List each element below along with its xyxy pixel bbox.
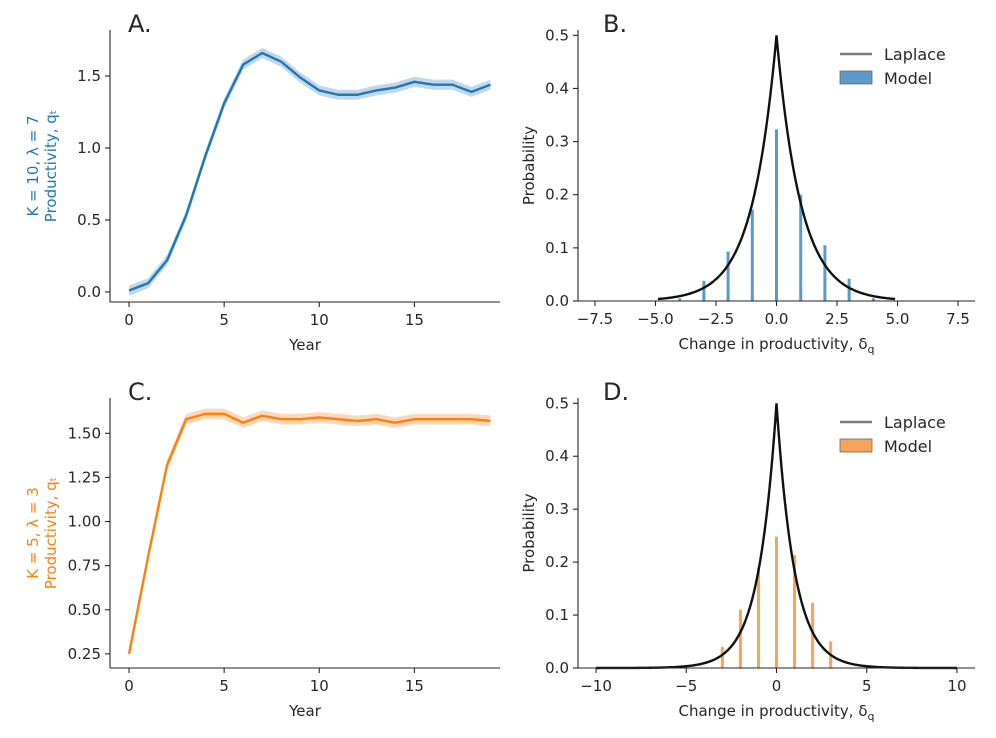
series-line <box>128 51 491 292</box>
panel-3: C. 0.25 0.50 0.75 1.00 1.25 1.50 0 5 10 15 Year K = … <box>24 378 500 720</box>
bar <box>811 602 815 668</box>
bar <box>847 278 851 301</box>
y-tick-label: 1.50 <box>68 424 101 442</box>
x-tick-label: 0 <box>124 311 134 329</box>
panel-2: B. 0.0 0.1 0.2 0.3 0.4 0.5 −7.5 −5.0 −2.5 0.0 2.5 5.… <box>520 10 975 356</box>
bar <box>756 567 760 668</box>
bar <box>793 555 797 668</box>
y-tick-label: 1.00 <box>68 513 101 531</box>
y-tick-label: 1.5 <box>77 67 101 85</box>
legend-model-swatch <box>839 70 873 85</box>
x-tick-label: 2.5 <box>825 310 849 328</box>
bar <box>702 280 706 301</box>
legend-laplace-label: Laplace <box>884 45 946 64</box>
y-tick-label: 0.5 <box>77 211 101 229</box>
x-tick-label: 0.0 <box>765 310 789 328</box>
laplace-curve <box>657 35 896 301</box>
x-tick-label: −5 <box>675 677 697 695</box>
y-tick-label: 0.0 <box>77 283 101 301</box>
x-tick-label: 5 <box>219 311 229 329</box>
x-tick-label: 10 <box>947 677 966 695</box>
legend-model-label: Model <box>884 69 932 88</box>
x-tick-label: 5 <box>862 677 872 695</box>
y-tick-label: 0.0 <box>545 292 569 310</box>
x-tick-label: 0 <box>772 677 782 695</box>
bar <box>775 129 778 301</box>
bar <box>871 298 875 301</box>
bar <box>720 646 724 668</box>
y-tick-label: 0.25 <box>68 645 101 663</box>
x-axis-label: Change in productivity, δq <box>678 335 874 356</box>
x-axis-label: Year <box>288 336 322 354</box>
y-axis-label: Probability <box>520 493 538 572</box>
x-tick-label: −2.5 <box>698 310 734 328</box>
panel-1: A. 0.0 0.5 1.0 1.5 0 5 10 15 Year K = 10, λ = 7 Pro… <box>24 10 500 354</box>
bar <box>823 245 827 301</box>
y-axis-param-label: K = 5, λ = 3 <box>24 487 42 579</box>
y-tick-label: 0.50 <box>68 601 101 619</box>
confidence-band <box>129 408 491 660</box>
series-line <box>127 412 491 655</box>
x-tick-label: 10 <box>310 311 329 329</box>
y-tick-label: 1.25 <box>68 468 101 486</box>
x-tick-label: 10 <box>310 677 329 695</box>
panel-letter: B. <box>603 10 627 38</box>
legend-model-label: Model <box>884 437 932 456</box>
bar <box>750 209 754 301</box>
y-tick-label: 0.0 <box>545 659 569 677</box>
y-tick-label: 0.3 <box>545 133 569 151</box>
y-tick-label: 0.3 <box>545 500 569 518</box>
panel-4: D. 0.0 0.1 0.2 0.3 0.4 0.5 −10 −5 0 5 10 Change in p… <box>520 378 975 723</box>
x-tick-label: 5 <box>219 677 229 695</box>
y-tick-label: 0.2 <box>545 186 569 204</box>
y-tick-label: 0.5 <box>545 394 569 412</box>
y-tick-label: 0.75 <box>68 557 101 575</box>
x-axis-label: Change in productivity, δq <box>678 702 874 723</box>
y-axis-label: Productivity, qₜ <box>42 477 60 589</box>
panel-letter: D. <box>603 378 629 406</box>
x-tick-label: 5.0 <box>886 310 910 328</box>
panel-letter: C. <box>128 378 152 406</box>
x-tick-label: 15 <box>405 311 424 329</box>
bar <box>738 609 742 668</box>
y-tick-label: 1.0 <box>77 139 101 157</box>
panel-letter: A. <box>128 10 152 38</box>
legend-model-swatch <box>839 438 873 453</box>
x-tick-label: 15 <box>405 677 424 695</box>
y-tick-label: 0.1 <box>545 239 569 257</box>
x-tick-label: −10 <box>580 677 612 695</box>
bar <box>726 251 730 301</box>
y-tick-label: 0.4 <box>545 79 569 97</box>
bar <box>799 194 803 301</box>
y-axis-label: Productivity, qₜ <box>42 110 60 222</box>
x-tick-label: 7.5 <box>946 310 970 328</box>
bar <box>678 298 682 301</box>
y-axis-label: Probability <box>520 126 538 205</box>
legend-laplace-label: Laplace <box>884 413 946 432</box>
x-axis-label: Year <box>288 702 322 720</box>
y-tick-label: 0.4 <box>545 447 569 465</box>
bar <box>775 536 778 668</box>
y-axis-param-label: K = 10, λ = 7 <box>24 115 42 216</box>
y-tick-label: 0.1 <box>545 606 569 624</box>
x-tick-label: −5.0 <box>637 310 673 328</box>
x-tick-label: 0 <box>124 677 134 695</box>
x-tick-label: −7.5 <box>577 310 613 328</box>
y-tick-label: 0.2 <box>545 553 569 571</box>
y-tick-label: 0.5 <box>545 26 569 44</box>
